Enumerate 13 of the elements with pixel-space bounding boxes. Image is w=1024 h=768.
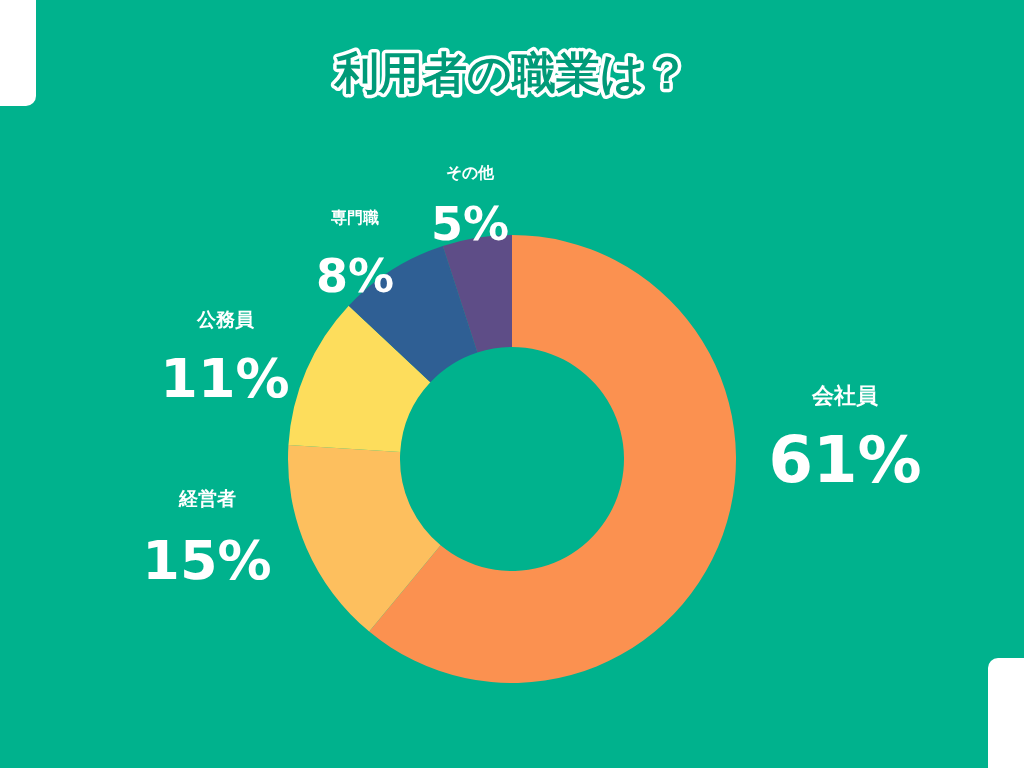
data-label: 15% [142,529,272,592]
slice-label: 経営者 [177,487,236,509]
donut-slice [288,444,441,632]
donut-slice [288,305,431,452]
data-label: 11% [160,347,290,410]
slice-label: 会社員 [811,383,878,408]
data-label: 61% [768,423,922,497]
slice-label: その他 [446,163,495,182]
data-label: 5% [430,197,510,251]
data-label: 8% [315,249,395,303]
chart-title: 利用者の職業は？ [333,47,689,98]
slice-label: 専門職 [330,208,379,227]
slice-label: 公務員 [195,308,254,330]
